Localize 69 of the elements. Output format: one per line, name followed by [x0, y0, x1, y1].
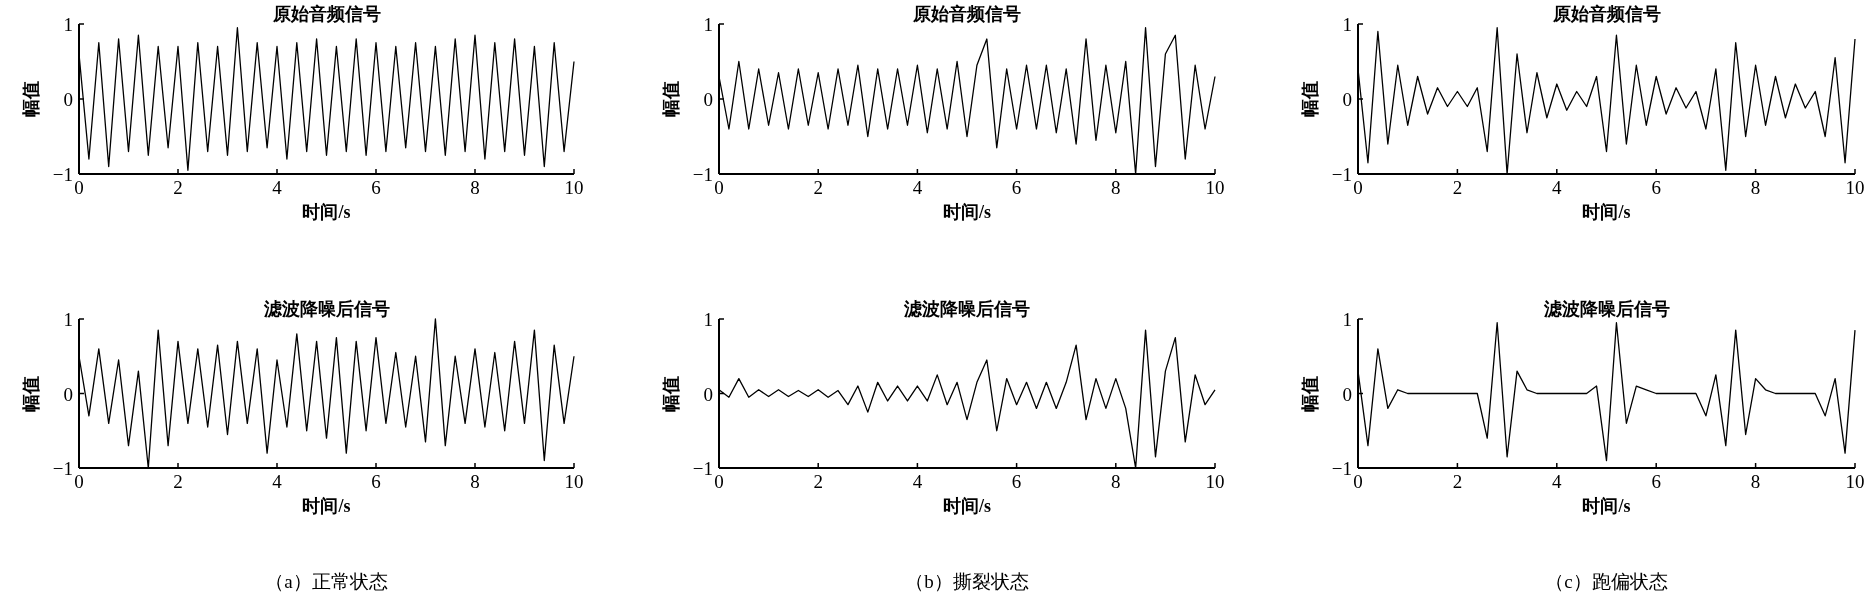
x-axis-title: 时间/s — [302, 496, 351, 516]
x-tick-label: 2 — [813, 471, 823, 492]
y-tick-label: 1 — [703, 309, 713, 330]
x-tick-label: 8 — [1111, 177, 1121, 198]
y-tick-label: −1 — [692, 164, 713, 185]
y-tick-label: 0 — [703, 383, 713, 405]
y-tick-label: −1 — [52, 164, 73, 185]
x-tick-label: 6 — [1011, 177, 1022, 198]
y-tick-label: 0 — [1342, 383, 1352, 405]
y-axis-title: 幅值 — [661, 81, 681, 117]
y-tick-label: 1 — [703, 14, 713, 35]
x-tick-label: 6 — [371, 471, 381, 492]
text: （a）正常状态 — [265, 571, 388, 592]
x-tick-label: 10 — [1205, 177, 1225, 198]
y-axis-title: 幅值 — [21, 375, 41, 412]
y-axis-title: 幅值 — [21, 81, 41, 117]
y-tick-label: 0 — [703, 89, 713, 110]
x-tick-label: 2 — [173, 177, 183, 198]
chart-title: 原始音频信号 — [1551, 4, 1661, 24]
x-tick-label: 2 — [173, 471, 183, 492]
y-tick-label: −1 — [52, 458, 73, 479]
chart-title: 滤波降噪后信号 — [903, 299, 1030, 319]
chart-title: 滤波降噪后信号 — [1542, 299, 1670, 319]
y-tick-label: 0 — [63, 89, 73, 110]
chart-title: 滤波降噪后信号 — [262, 299, 390, 319]
y-tick-label: 0 — [63, 383, 73, 405]
y-axis-title: 幅值 — [1300, 375, 1320, 412]
text: （b）撕裂状态 — [905, 571, 1029, 592]
x-tick-label: 8 — [1750, 471, 1761, 492]
x-tick-label: 2 — [813, 177, 823, 198]
x-tick-label: 10 — [1205, 471, 1225, 492]
x-tick-label: 6 — [1651, 471, 1661, 492]
chart-title: 原始音频信号 — [912, 4, 1021, 24]
x-tick-label: 10 — [1845, 471, 1865, 492]
y-axis-title: 幅值 — [1300, 81, 1320, 117]
x-tick-label: 8 — [1750, 177, 1761, 198]
y-tick-label: 1 — [1342, 14, 1352, 35]
y-axis-title: 幅值 — [661, 375, 681, 412]
x-tick-label: 10 — [564, 177, 584, 198]
x-axis-title: 时间/s — [942, 496, 992, 516]
x-tick-label: 6 — [1651, 177, 1661, 198]
x-tick-label: 4 — [272, 471, 283, 492]
x-axis-title: 时间/s — [1582, 496, 1631, 516]
x-tick-label: 6 — [1011, 471, 1022, 492]
x-tick-label: 4 — [912, 177, 923, 198]
y-tick-label: 1 — [1342, 309, 1352, 330]
x-tick-label: 6 — [371, 177, 381, 198]
x-tick-label: 8 — [1111, 471, 1121, 492]
x-tick-label: 4 — [912, 471, 923, 492]
x-tick-label: 2 — [1452, 177, 1463, 198]
x-tick-label: 2 — [1452, 471, 1463, 492]
x-tick-label: 10 — [564, 471, 584, 492]
y-tick-label: 0 — [1342, 89, 1352, 110]
x-axis-title: 时间/s — [942, 202, 992, 222]
x-tick-label: 4 — [1552, 471, 1563, 492]
y-tick-label: −1 — [1331, 164, 1352, 185]
x-axis-title: 时间/s — [302, 202, 351, 222]
x-tick-label: 8 — [470, 471, 480, 492]
y-tick-label: −1 — [692, 458, 713, 479]
text: （c）跑偏状态 — [1545, 571, 1668, 592]
x-tick-label: 8 — [470, 177, 480, 198]
y-tick-label: 1 — [63, 14, 73, 35]
x-tick-label: 4 — [272, 177, 283, 198]
y-tick-label: −1 — [1331, 458, 1352, 479]
x-tick-label: 10 — [1845, 177, 1865, 198]
y-tick-label: 1 — [63, 309, 73, 330]
chart-title: 原始音频信号 — [271, 4, 381, 24]
x-tick-label: 4 — [1552, 177, 1563, 198]
x-axis-title: 时间/s — [1582, 202, 1631, 222]
